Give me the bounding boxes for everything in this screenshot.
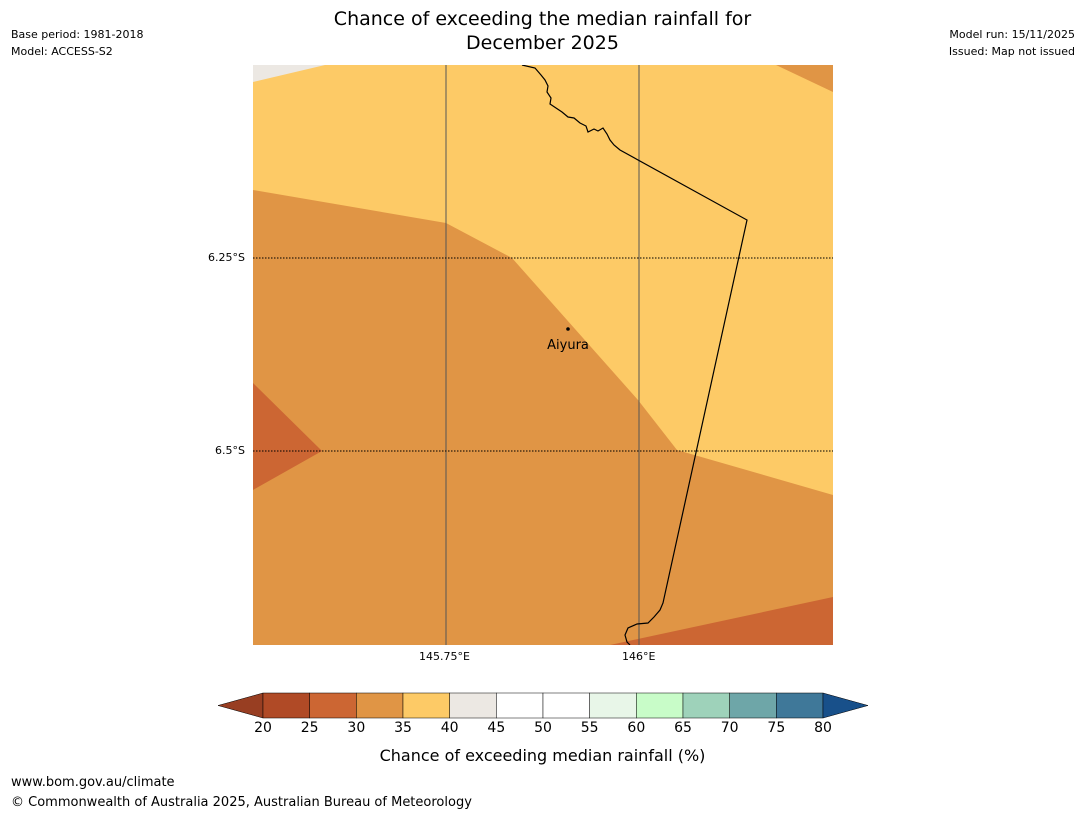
colorbar-tick-75: 75 xyxy=(767,720,786,736)
colorbar-tick-25: 25 xyxy=(300,720,319,736)
meta-left: Base period: 1981-2018 Model: ACCESS-S2 xyxy=(11,26,143,60)
colorbar-tick-30: 30 xyxy=(347,720,366,736)
colorbar-tick-45: 45 xyxy=(487,720,506,736)
colorbar-tick-50: 50 xyxy=(534,720,552,736)
footer-copyright: © Commonwealth of Australia 2025, Austra… xyxy=(11,795,472,810)
colorbar-tick-35: 35 xyxy=(394,720,412,736)
colorbar-segment-40-45 xyxy=(449,692,497,719)
meta-right: Model run: 15/11/2025 Issued: Map not is… xyxy=(949,26,1075,60)
colorbar-segment-55-60 xyxy=(589,692,637,719)
colorbar-segment-60-65 xyxy=(636,692,684,719)
colorbar-tick-80: 80 xyxy=(814,720,832,736)
colorbar-tick-70: 70 xyxy=(720,720,739,736)
lon-tick-145-75: 145.75°E xyxy=(419,650,470,663)
colorbar-tick-55: 55 xyxy=(580,720,599,736)
map-area: Aiyura xyxy=(253,65,833,645)
zone-25-30-southeast xyxy=(610,597,833,645)
colorbar xyxy=(217,692,869,719)
colorbar-segment-30-35 xyxy=(356,692,404,719)
colorbar-segment-50-55 xyxy=(542,692,590,719)
colorbar-over-arrow xyxy=(822,692,869,719)
lat-tick-6-25: 6.25°S xyxy=(208,251,245,264)
lat-tick-6-5: 6.5°S xyxy=(215,444,245,457)
issued-text: Issued: Map not issued xyxy=(948,45,1075,58)
place-marker xyxy=(566,327,570,331)
colorbar-segment-45-50 xyxy=(496,692,544,719)
colorbar-segment-70-75 xyxy=(729,692,777,719)
footer-url: www.bom.gov.au/climate xyxy=(11,775,175,790)
zone-25-30-west xyxy=(253,383,322,490)
colorbar-under-arrow xyxy=(217,692,264,719)
map-title-line2: December 2025 xyxy=(466,32,619,54)
colorbar-segments xyxy=(262,692,824,719)
colorbar-segment-75-80 xyxy=(776,692,824,719)
zone-40-45 xyxy=(253,65,325,82)
colorbar-segment-35-40 xyxy=(402,692,450,719)
province-border xyxy=(521,65,748,645)
place-label: Aiyura xyxy=(547,338,589,353)
colorbar-title: Chance of exceeding median rainfall (%) xyxy=(379,746,706,765)
colorbar-tick-65: 65 xyxy=(674,720,692,736)
model-text: Model: ACCESS-S2 xyxy=(11,45,113,58)
colorbar-tick-60: 60 xyxy=(627,720,646,736)
base-period-text: Base period: 1981-2018 xyxy=(11,28,144,41)
colorbar-segment-65-70 xyxy=(682,692,730,719)
zone-30-35-northeast xyxy=(776,65,833,92)
zone-35-40 xyxy=(253,65,833,495)
colorbar-segment-25-30 xyxy=(309,692,357,719)
colorbar-segment-20-25 xyxy=(262,692,310,719)
model-run-text: Model run: 15/11/2025 xyxy=(949,28,1075,41)
lon-tick-146: 146°E xyxy=(622,650,656,663)
map-title-line1: Chance of exceeding the median rainfall … xyxy=(333,8,752,30)
colorbar-tick-40: 40 xyxy=(440,720,459,736)
colorbar-tick-20: 20 xyxy=(254,720,272,736)
